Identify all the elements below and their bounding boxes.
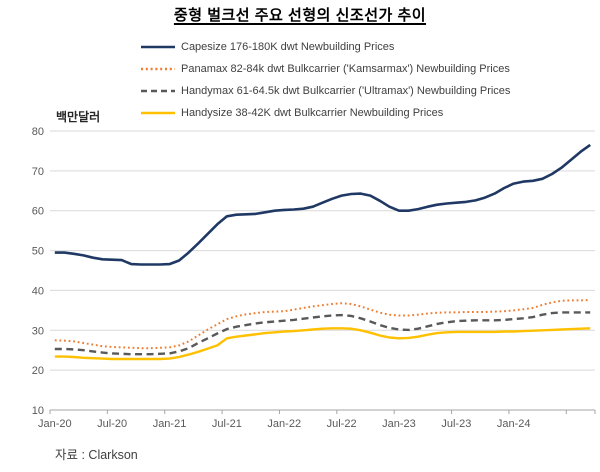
- y-tick-label: 20: [32, 365, 44, 377]
- chart-title: 중형 벌크선 주요 선형의 신조선가 추이: [0, 4, 600, 25]
- series-line-capesize: [54, 143, 591, 266]
- legend-swatch-panamax-dotted-line-icon: [141, 67, 175, 71]
- x-tick-label: Jul-20: [97, 418, 127, 430]
- x-tick-label: Jan-20: [38, 418, 72, 430]
- legend-item-panamax: Panamax 82-84k dwt Bulkcarrier ('Kamsarm…: [141, 58, 510, 80]
- y-tick-label: 30: [32, 325, 44, 337]
- y-tick-label: 40: [32, 285, 44, 297]
- chart-legend: Capesize 176-180K dwt Newbuilding Prices…: [141, 36, 510, 124]
- x-tick-label: Jul-22: [327, 418, 357, 430]
- legend-label-handysize: Handysize 38-42K dwt Bulkcarrier Newbuil…: [181, 107, 444, 119]
- y-axis-unit-label: 백만달러: [56, 110, 101, 124]
- legend-item-capesize: Capesize 176-180K dwt Newbuilding Prices: [141, 36, 510, 58]
- legend-swatch-handysize-line-icon: [141, 111, 175, 115]
- legend-swatch-handymax-dashed-line-icon: [141, 89, 175, 93]
- series-line-handymax: [54, 311, 591, 356]
- x-tick-label: Jan-21: [153, 418, 187, 430]
- y-tick-label: 80: [32, 126, 44, 138]
- y-tick-label: 60: [32, 206, 44, 218]
- legend-swatch-capesize-line-icon: [141, 45, 175, 49]
- legend-label-panamax: Panamax 82-84k dwt Bulkcarrier ('Kamsarm…: [181, 63, 510, 75]
- legend-label-handymax: Handymax 61-64.5k dwt Bulkcarrier ('Ultr…: [181, 85, 511, 97]
- series-line-panamax: [54, 299, 591, 350]
- x-tick-label: Jan-22: [267, 418, 301, 430]
- y-tick-label: 50: [32, 246, 44, 258]
- source-note: 자료 : Clarkson: [55, 448, 138, 462]
- legend-label-capesize: Capesize 176-180K dwt Newbuilding Prices: [181, 41, 395, 53]
- series-line-handysize: [54, 327, 591, 361]
- legend-item-handysize: Handysize 38-42K dwt Bulkcarrier Newbuil…: [141, 102, 510, 124]
- y-tick-label: 10: [32, 405, 44, 417]
- x-tick-label: Jan-24: [497, 418, 531, 430]
- legend-item-handymax: Handymax 61-64.5k dwt Bulkcarrier ('Ultr…: [141, 80, 510, 102]
- x-tick-label: Jul-21: [212, 418, 242, 430]
- chart-title-text: 중형 벌크선 주요 선형의 신조선가 추이: [173, 7, 427, 24]
- y-tick-label: 70: [32, 166, 44, 178]
- x-tick-label: Jan-23: [382, 418, 416, 430]
- x-tick-label: Jul-23: [441, 418, 471, 430]
